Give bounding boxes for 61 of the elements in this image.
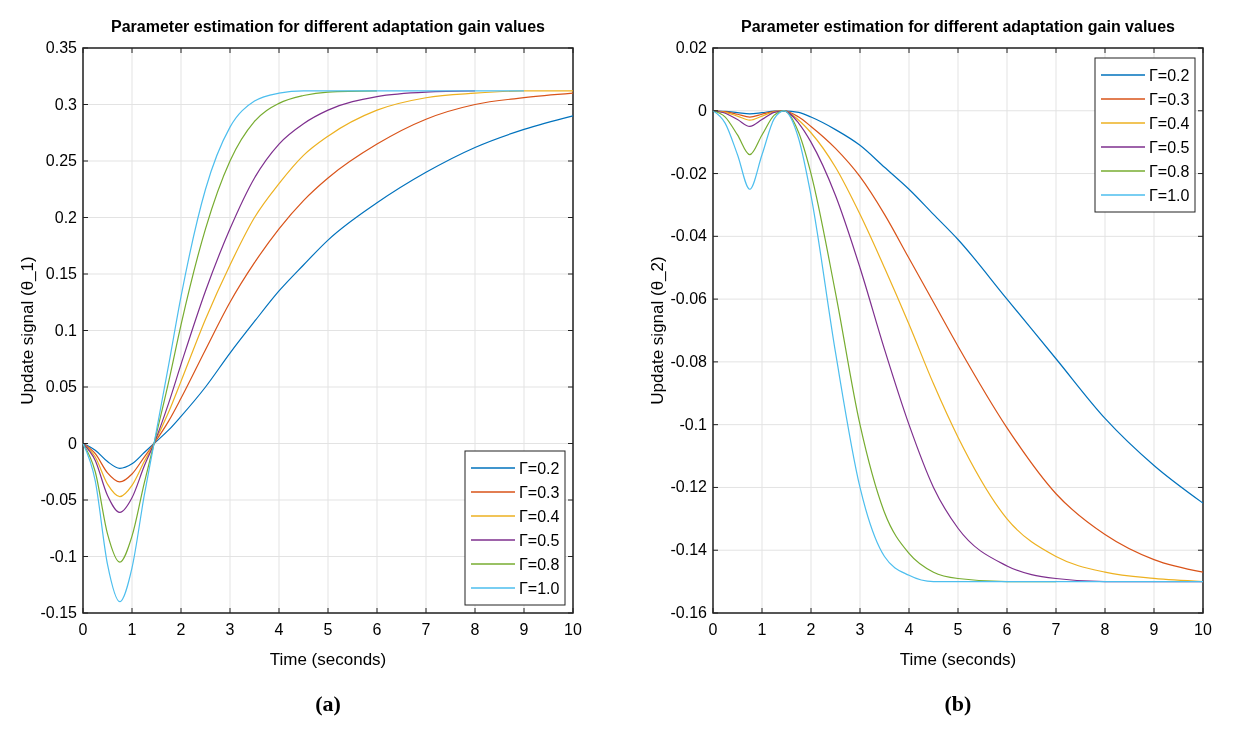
x-tick-label: 6	[1002, 621, 1012, 638]
x-tick-label: 9	[519, 621, 529, 638]
legend-label: Γ=0.8	[1149, 163, 1190, 180]
x-tick-label: 5	[323, 621, 333, 638]
y-tick-label: 0.35	[45, 39, 78, 56]
y-axis-title: Update signal (θ_2)	[648, 256, 667, 405]
y-tick-label: 0.3	[54, 95, 78, 113]
y-tick-label: 0.15	[45, 265, 78, 282]
y-tick-label: 0.1	[54, 321, 78, 339]
legend-label: Γ=0.5	[1149, 139, 1190, 156]
y-tick-label: 0	[698, 101, 708, 119]
x-tick-label: 4	[904, 621, 914, 638]
x-tick-label: 1	[757, 621, 767, 638]
legend-label: Γ=1.0	[1149, 187, 1190, 204]
x-tick-label: 2	[176, 621, 186, 638]
y-tick-label: -0.15	[40, 604, 78, 621]
y-tick-label: -0.08	[670, 352, 708, 370]
chart-title: Parameter estimation for different adaptation gain values	[741, 18, 1176, 35]
x-tick-label: 1	[127, 621, 137, 638]
legend-label: Γ=0.2	[519, 460, 560, 477]
x-tick-label: 8	[470, 621, 480, 638]
y-axis-title: Update signal (θ_1)	[18, 256, 37, 405]
y-tick-label: -0.1	[49, 547, 78, 565]
x-tick-label: 7	[1051, 621, 1061, 638]
y-tick-label: 0.05	[45, 378, 78, 395]
legend-label: Γ=0.4	[1149, 115, 1190, 132]
y-tick-label: -0.02	[670, 164, 708, 182]
x-tick-label: 10	[1194, 621, 1212, 638]
chart-title: Parameter estimation for different adaptation gain values	[111, 18, 546, 35]
legend-label: Γ=0.2	[1149, 67, 1190, 84]
y-tick-label: 0.25	[45, 152, 78, 169]
legend-label: Γ=0.5	[519, 532, 560, 549]
x-tick-label: 3	[855, 621, 865, 638]
x-tick-label: 3	[225, 621, 235, 638]
y-tick-label: -0.12	[670, 478, 708, 496]
x-tick-label: 7	[421, 621, 431, 638]
text: (b)	[944, 691, 972, 716]
text: (a)	[315, 691, 341, 716]
x-tick-label: 2	[806, 621, 816, 638]
legend-label: Γ=0.3	[1149, 91, 1190, 108]
legend-label: Γ=1.0	[519, 580, 560, 597]
x-tick-label: 8	[1100, 621, 1110, 638]
x-tick-label: 4	[274, 621, 284, 638]
legend-label: Γ=0.4	[519, 508, 560, 525]
y-tick-label: 0.02	[675, 39, 708, 56]
y-tick-label: -0.16	[670, 604, 708, 621]
x-axis-title: Time (seconds)	[269, 650, 387, 669]
legend-label: Γ=0.8	[519, 556, 560, 573]
x-axis-title: Time (seconds)	[899, 650, 1017, 669]
y-tick-label: 0	[68, 434, 78, 452]
x-tick-label: 6	[372, 621, 382, 638]
x-tick-label: 5	[953, 621, 963, 638]
y-tick-label: -0.14	[670, 541, 708, 559]
x-tick-label: 10	[564, 621, 582, 638]
y-tick-label: 0.2	[54, 208, 78, 226]
legend-label: Γ=0.3	[519, 484, 560, 501]
y-tick-label: -0.1	[679, 415, 708, 433]
y-tick-label: -0.04	[670, 227, 708, 245]
y-tick-label: -0.06	[670, 290, 708, 308]
y-tick-label: -0.05	[40, 491, 78, 508]
x-tick-label: 9	[1149, 621, 1159, 638]
